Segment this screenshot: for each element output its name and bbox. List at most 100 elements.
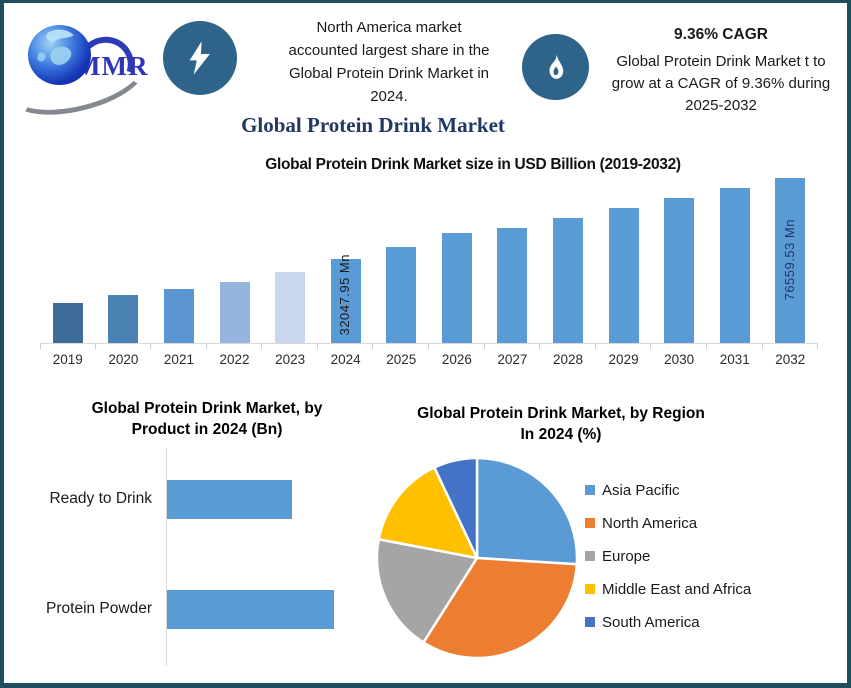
lightning-badge <box>163 21 237 95</box>
axis-tick <box>761 344 763 349</box>
cagr-block: 9.36% CAGR Global Protein Drink Market t… <box>596 26 846 117</box>
bar-column-2019 <box>40 178 96 349</box>
na-note-line: 2024. <box>370 88 408 105</box>
mmr-logo: MMR <box>4 21 178 128</box>
bar-column-2032: 76559.53 Mn <box>763 178 819 349</box>
region-chart-title-line: Global Protein Drink Market, by Region <box>417 405 705 422</box>
x-label-2024: 2024 <box>330 352 361 367</box>
x-label-2023: 2023 <box>275 352 306 367</box>
bar-2019 <box>52 303 83 343</box>
bar-2027 <box>497 227 528 343</box>
pie-slice-asia-pacific <box>475 456 579 566</box>
north-america-note: North America market accounted largest s… <box>248 16 530 108</box>
cagr-headline: 9.36% CAGR <box>674 26 768 43</box>
legend-label: Asia Pacific <box>602 481 680 499</box>
market-size-xaxis: 2019 2020 2021 2022 2023 2024 2025 2026 2027 2028… <box>40 352 818 367</box>
axis-tick <box>205 344 207 349</box>
legend-label: Europe <box>602 547 651 565</box>
legend-label: South America <box>602 613 700 631</box>
flame-badge <box>522 34 589 100</box>
na-note-line: North America market <box>316 19 462 36</box>
region-pie <box>375 456 579 660</box>
legend-swatch <box>585 518 595 528</box>
flame-icon <box>548 52 563 79</box>
pie-slice-south-america <box>433 456 479 560</box>
cagr-note-line: Global Protein Drink Market t to <box>616 53 826 70</box>
product-chart-title: Global Protein Drink Market, by Product … <box>20 398 394 440</box>
cagr-note-line: grow at a CAGR of 9.36% during <box>611 75 831 92</box>
bar-column-2025 <box>373 178 430 349</box>
axis-tick <box>705 344 707 349</box>
bar-column-2030 <box>651 178 707 349</box>
x-label-2027: 2027 <box>497 352 528 367</box>
product-bar-ready-to-drink <box>167 480 292 519</box>
bar-column-2024: 32047.95 Mn <box>318 178 374 349</box>
axis-tick <box>316 344 318 349</box>
bar-column-2026 <box>429 178 485 349</box>
region-chart-panel: Global Protein Drink Market, by Region I… <box>370 392 844 683</box>
bar-value-label-2032: 76559.53 Mn <box>781 218 797 300</box>
legend-swatch <box>585 485 595 495</box>
product-chart-title-line: Product in 2024 (Bn) <box>131 421 283 438</box>
bar-2029 <box>608 207 639 343</box>
market-size-chart-title: Global Protein Drink Market size in USD … <box>265 156 681 173</box>
axis-tick <box>539 344 541 349</box>
x-label-2032: 2032 <box>775 352 806 367</box>
bar-column-2021 <box>151 178 207 349</box>
bar-column-2031 <box>707 178 763 349</box>
legend-swatch <box>585 551 595 561</box>
region-chart-title-line: In 2024 (%) <box>520 426 602 443</box>
bar-2024 <box>330 258 361 343</box>
lightning-bolt-icon <box>189 41 210 75</box>
bar-column-2029 <box>596 178 652 349</box>
globe-continents <box>37 29 74 65</box>
legend-item-europe: Europe <box>585 546 751 566</box>
axis-tick <box>594 344 596 349</box>
bar-2026 <box>441 232 472 343</box>
page-title: Global Protein Drink Market <box>241 113 505 137</box>
legend-swatch <box>585 617 595 627</box>
x-label-2026: 2026 <box>441 352 472 367</box>
bar-column-2028 <box>540 178 596 349</box>
cagr-note: Global Protein Drink Market t to grow at… <box>596 51 846 117</box>
x-label-2030: 2030 <box>664 352 695 367</box>
axis-tick <box>261 344 263 349</box>
bar-2020 <box>108 295 139 343</box>
axis-tick <box>40 344 41 349</box>
na-note-line: Global Protein Drink Market in <box>288 65 490 82</box>
product-label-protein-powder: Protein Powder <box>46 600 152 617</box>
bar-column-2022 <box>207 178 263 349</box>
cagr-note-line: 2025-2032 <box>685 97 757 114</box>
region-legend: Asia Pacific North America Europe Middle Ea… <box>585 480 751 645</box>
bar-2023 <box>275 272 306 343</box>
product-label-ready-to-drink: Ready to Drink <box>49 490 152 507</box>
legend-item-north-america: North America <box>585 513 751 533</box>
x-label-2020: 2020 <box>108 352 139 367</box>
legend-item-middle-east-and-africa: Middle East and Africa <box>585 579 751 599</box>
axis-tick <box>650 344 652 349</box>
legend-label: North America <box>602 514 698 532</box>
region-chart-title: Global Protein Drink Market, by Region I… <box>370 403 752 445</box>
axis-tick <box>428 344 430 349</box>
bar-2021 <box>163 288 194 343</box>
bar-2031 <box>719 187 750 343</box>
x-label-2022: 2022 <box>219 352 250 367</box>
bar-2025 <box>386 247 417 343</box>
legend-label: Middle East and Africa <box>602 580 752 598</box>
product-chart-axis <box>166 448 167 666</box>
x-label-2029: 2029 <box>608 352 639 367</box>
bar-column-2023 <box>262 178 318 349</box>
product-chart-panel: Global Protein Drink Market, by Product … <box>20 392 396 682</box>
bar-column-2027 <box>485 178 541 349</box>
bar-value-label-2024: 32047.95 Mn <box>337 253 353 335</box>
bar-2030 <box>664 197 695 343</box>
legend-item-south-america: South America <box>585 612 751 632</box>
product-chart-title-line: Global Protein Drink Market, by <box>91 400 323 417</box>
bar-column-2020 <box>96 178 152 349</box>
bar-2028 <box>552 217 583 343</box>
na-note-line: accounted largest share in the <box>288 42 490 59</box>
axis-tick <box>94 344 96 349</box>
x-label-2021: 2021 <box>163 352 194 367</box>
product-bar-protein-powder <box>167 590 334 629</box>
